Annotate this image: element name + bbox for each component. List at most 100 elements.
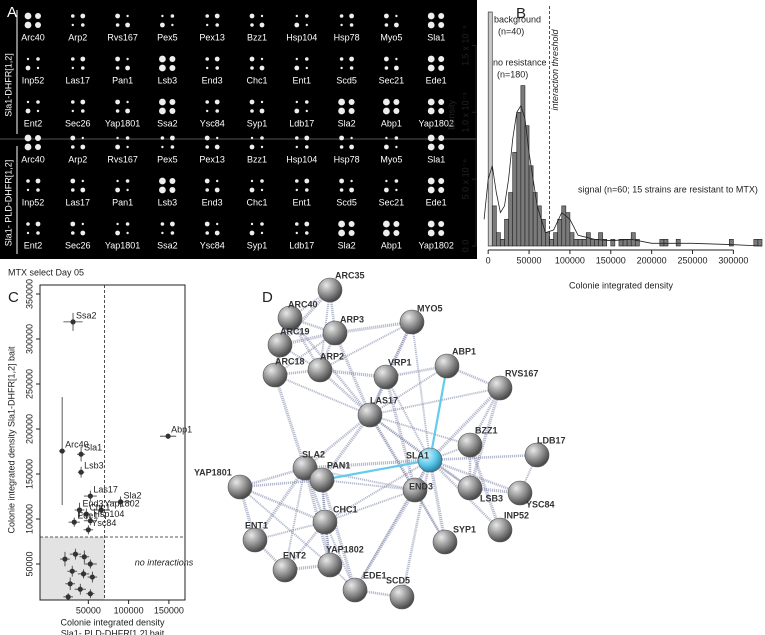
node-label: SLA1 (406, 450, 429, 460)
bar (573, 239, 579, 247)
strain-label: Ldb17 (289, 118, 314, 128)
strain-label: Ede1 (426, 197, 447, 207)
edge (429, 459, 501, 531)
colony (348, 230, 355, 236)
colony (214, 187, 220, 193)
colony (384, 23, 389, 27)
x-axis-label: Colonie integrated density (569, 280, 674, 290)
colony (214, 56, 220, 62)
panel-letter: C (8, 289, 19, 306)
colony (216, 179, 219, 183)
annotation: no resistance (493, 57, 547, 67)
bar (512, 152, 518, 247)
colony (338, 98, 345, 106)
node-label: END3 (409, 481, 433, 491)
colony (249, 99, 255, 105)
node (487, 517, 513, 543)
colony (204, 178, 210, 184)
colony (438, 99, 445, 105)
annotation: background (494, 14, 541, 24)
colony (169, 108, 176, 114)
colony (206, 23, 209, 27)
colony (304, 178, 310, 184)
strain-label: Scd5 (336, 197, 357, 207)
strain-label: Pex5 (157, 154, 178, 164)
bar (508, 192, 513, 247)
strain-label: Syp1 (247, 118, 268, 128)
colony (349, 13, 354, 19)
strain-label: Ysc84 (200, 118, 225, 128)
colony (395, 188, 398, 192)
strain-label: Syp1 (247, 240, 268, 250)
x-tick-label: 100000 (555, 255, 585, 265)
colony (25, 65, 31, 71)
point (72, 551, 79, 557)
colony (305, 188, 309, 192)
strain-label: Yap1801 (105, 118, 140, 128)
panel-a: Sla1-DHFR[1,2] Arc40 Arp2 Rvs167 Pex5 Pex13 Bz… (3, 12, 454, 250)
colony (170, 221, 175, 227)
colony (305, 57, 309, 61)
colony (159, 177, 166, 185)
colony (71, 23, 75, 27)
colony (427, 220, 435, 228)
colony (427, 229, 435, 237)
colony (438, 22, 445, 28)
edge (333, 332, 372, 416)
colony (214, 99, 220, 105)
strain-label: Ysc84 (200, 240, 225, 250)
colony (115, 230, 120, 236)
node (292, 455, 318, 481)
strain-label: Rvs167 (107, 32, 138, 42)
colony (26, 188, 30, 192)
colony (206, 66, 209, 70)
point (87, 561, 93, 567)
colony (170, 145, 175, 149)
bar (729, 239, 734, 247)
strain-label: Hsp104 (286, 32, 317, 42)
bar (549, 239, 554, 247)
bar (663, 239, 669, 247)
colony (393, 99, 400, 105)
strain-label: Chc1 (246, 197, 267, 207)
edge (400, 459, 432, 598)
strain-label: Yap1802 (419, 240, 454, 250)
colony (250, 179, 254, 183)
colony (71, 188, 75, 192)
node (267, 332, 293, 358)
bar (524, 125, 530, 247)
colony (348, 108, 355, 114)
colony (169, 187, 176, 193)
colony (259, 108, 265, 114)
bar (496, 232, 501, 247)
strain-label: Abp1 (381, 118, 402, 128)
colony (115, 99, 120, 105)
colony (159, 107, 166, 115)
annotation: (n=180) (497, 69, 528, 79)
strain-label: Arp2 (68, 32, 87, 42)
colony (438, 178, 445, 184)
colony (214, 230, 220, 236)
colony (159, 55, 166, 63)
colony (115, 56, 120, 62)
colony (81, 66, 85, 70)
point-label: Lsb3 (84, 461, 104, 471)
colony (26, 57, 30, 61)
colony (70, 135, 76, 141)
colony (115, 13, 120, 19)
edge (321, 479, 416, 491)
colony (305, 14, 309, 18)
colony (338, 229, 345, 237)
point-label: Hsp104 (93, 509, 124, 519)
y-tick-label: 150000 (24, 459, 34, 489)
strain-label: Ent2 (24, 118, 43, 128)
node (507, 480, 533, 506)
edge (320, 479, 357, 591)
colony (385, 136, 388, 140)
strain-label: Lsb3 (158, 75, 178, 85)
y-tick-label: 100000 (24, 504, 34, 534)
colony (126, 145, 129, 149)
strain-label: Las17 (66, 75, 91, 85)
colony (215, 66, 219, 70)
